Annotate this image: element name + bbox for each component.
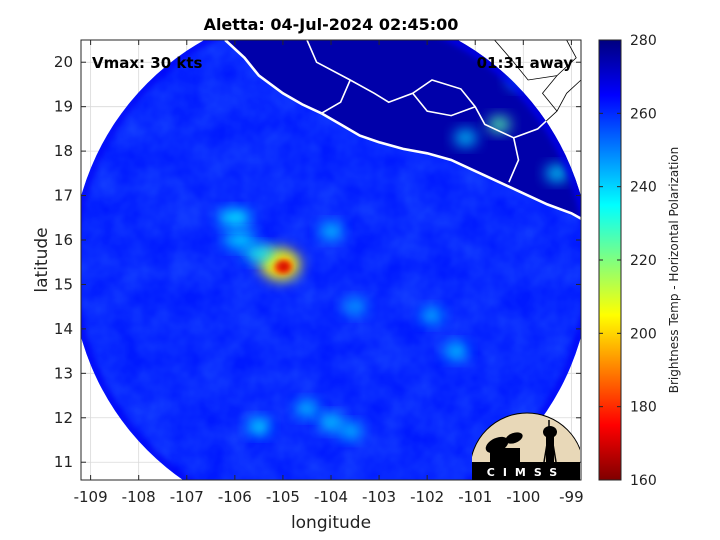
colorbar-tick-label: 280 [630, 33, 657, 49]
y-tick-label: 12 [54, 409, 73, 427]
feature-convection [488, 116, 511, 133]
feature-rain-band [218, 209, 251, 226]
y-tick-label: 20 [54, 53, 73, 71]
x-tick-label: -99 [559, 488, 584, 506]
x-tick-label: -109 [74, 488, 108, 506]
colorbar-tick-label: 180 [630, 400, 657, 416]
feature-convection [339, 423, 362, 440]
state-border [494, 40, 558, 81]
y-axis: 11 12 13 14 15 16 17 18 19 20 [54, 53, 581, 471]
feature-convection [454, 129, 477, 146]
logo-text: CIMSS [487, 466, 565, 479]
y-tick-label: 11 [54, 453, 73, 471]
y-tick-label: 13 [54, 364, 73, 382]
x-tick-label: -106 [218, 488, 252, 506]
x-tick-label: -103 [362, 488, 396, 506]
x-tick-label: -104 [314, 488, 348, 506]
x-axis-label: longitude [291, 513, 371, 533]
y-tick-label: 17 [54, 187, 73, 205]
x-tick-label: -108 [122, 488, 156, 506]
water-tower-icon [543, 420, 557, 463]
feature-convection [445, 343, 467, 360]
coastline [224, 40, 581, 221]
x-tick-label: -105 [266, 488, 300, 506]
feature-convection [247, 418, 270, 435]
vmax-annotation: Vmax: 30 kts [92, 54, 202, 72]
feature-rain-band [223, 232, 256, 248]
colorbar-tick-label: 200 [630, 326, 657, 342]
x-tick-label: -101 [458, 488, 492, 506]
convective-features [81, 40, 581, 480]
radar-dish-icon [485, 432, 523, 462]
y-tick-label: 15 [54, 275, 73, 293]
colorbar-tick-label: 220 [630, 253, 657, 269]
cimss-logo: CIMSS [472, 412, 580, 480]
swath-image [81, 40, 581, 480]
feature-convection [320, 223, 342, 240]
feature-rain-band [242, 245, 275, 262]
y-tick-label: 14 [54, 320, 73, 338]
feature-convection [344, 298, 367, 315]
colorbar-tick-label: 240 [630, 180, 657, 196]
feature-convection [295, 400, 318, 417]
colorbar-tick-label: 160 [630, 473, 657, 489]
time-offset-annotation: 01:31 away [477, 54, 574, 72]
colorbar-label: Brightness Temp - Horizontal Polarizatio… [667, 147, 681, 394]
y-tick-label: 16 [54, 231, 73, 249]
x-axis: -109 -108 -107 -106 -105 -104 -103 -102 -101 -100… [74, 40, 584, 506]
x-tick-label: -102 [410, 488, 444, 506]
feature-convection [320, 414, 342, 431]
feature-cold-core-center [278, 262, 289, 271]
y-tick-label: 19 [54, 98, 73, 116]
colorbar-tick-label: 260 [630, 106, 657, 122]
y-tick-label: 18 [54, 142, 73, 160]
feature-convection [420, 307, 443, 324]
chart-title: Aletta: 04-Jul-2024 02:45:00 [204, 15, 459, 34]
y-axis-label: latitude [32, 227, 52, 292]
colorbar-ticks: 160 180 200 220 240 260 280 [599, 33, 657, 489]
x-tick-label: -100 [506, 488, 540, 506]
x-tick-label: -107 [170, 488, 204, 506]
feature-convection [545, 165, 568, 182]
